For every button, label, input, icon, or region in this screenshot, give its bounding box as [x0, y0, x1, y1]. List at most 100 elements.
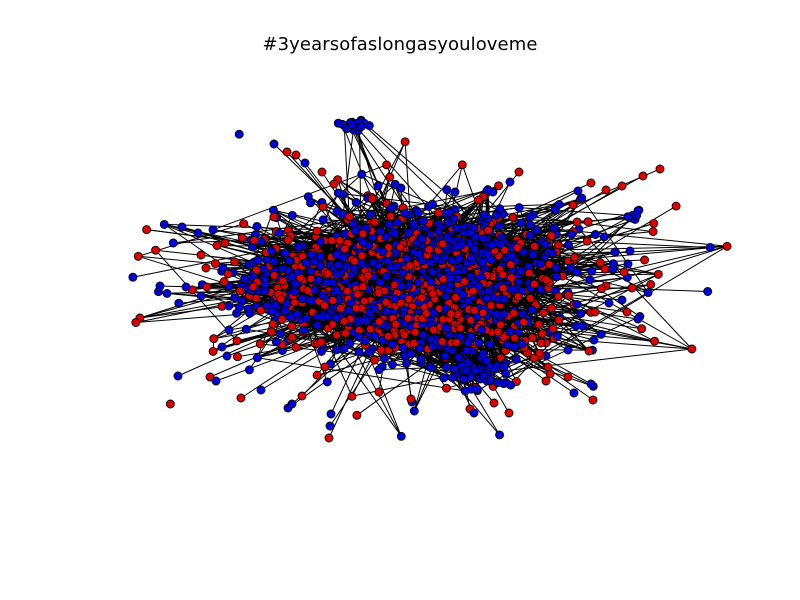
graph-node-blue — [426, 258, 436, 268]
graph-node-blue — [416, 354, 426, 364]
graph-node-red — [385, 172, 395, 182]
graph-node-red — [303, 286, 313, 295]
graph-node-blue — [338, 253, 348, 263]
graph-node-blue — [569, 388, 579, 398]
graph-node-red — [687, 344, 697, 354]
graph-node-red — [142, 225, 152, 235]
graph-node-blue — [155, 281, 165, 291]
graph-edge — [503, 313, 569, 351]
graph-node-blue — [271, 337, 281, 347]
graph-node-blue — [427, 199, 437, 209]
graph-node-blue — [309, 257, 319, 266]
graph-node-blue — [384, 220, 394, 229]
graph-node-red — [404, 294, 414, 304]
graph-node-red — [223, 269, 233, 279]
graph-node-blue — [325, 421, 335, 431]
graph-node-red — [365, 324, 375, 334]
graph-node-blue — [404, 228, 414, 238]
graph-node-blue — [449, 363, 459, 373]
graph-node-blue — [333, 188, 343, 198]
graph-node-red — [312, 370, 322, 380]
graph-node-blue — [300, 158, 310, 168]
graph-node-red — [469, 305, 479, 315]
graph-node-red — [528, 333, 537, 343]
graph-node-blue — [587, 266, 597, 276]
graph-node-blue — [485, 339, 495, 349]
graph-node-blue — [536, 285, 545, 294]
graph-node-blue — [566, 263, 576, 273]
graph-node-blue — [351, 197, 361, 207]
graph-node-blue — [356, 122, 366, 131]
graph-node-blue — [318, 215, 328, 225]
graph-node-red — [291, 342, 301, 352]
graph-node-blue — [478, 234, 488, 243]
graph-node-red — [208, 346, 218, 356]
graph-node-blue — [633, 314, 643, 324]
graph-node-blue — [174, 298, 184, 308]
graph-node-blue — [358, 238, 368, 248]
graph-node-blue — [390, 294, 400, 304]
graph-node-red — [572, 217, 582, 227]
graph-node-blue — [383, 256, 393, 266]
graph-node-blue — [245, 308, 255, 318]
graph-node-red — [504, 408, 514, 418]
graph-node-red — [601, 185, 611, 195]
graph-node-blue — [413, 208, 423, 218]
graph-node-red — [637, 324, 647, 334]
graph-node-red — [320, 301, 329, 310]
graph-node-red — [546, 231, 556, 241]
graph-node-red — [494, 181, 504, 191]
graph-node-red — [283, 235, 293, 245]
graph-node-blue — [313, 275, 323, 285]
graph-node-blue — [396, 431, 406, 441]
graph-node-blue — [230, 293, 240, 303]
graph-node-blue — [409, 406, 419, 416]
graph-node-red — [312, 226, 322, 236]
graph-node-red — [266, 327, 276, 337]
graph-node-blue — [623, 212, 633, 222]
graph-node-blue — [400, 208, 410, 218]
graph-node-blue — [426, 277, 436, 287]
graph-node-red — [596, 284, 606, 294]
graph-node-red — [400, 137, 410, 147]
graph-node-red — [196, 250, 206, 260]
graph-node-blue — [256, 385, 266, 395]
graph-edge — [257, 357, 466, 392]
graph-node-blue — [348, 120, 358, 130]
graph-node-red — [220, 238, 230, 248]
graph-node-blue — [406, 349, 416, 359]
graph-node-red — [358, 282, 368, 292]
graph-node-blue — [396, 183, 406, 193]
graph-node-red — [327, 236, 337, 246]
graph-node-blue — [417, 234, 427, 244]
graph-node-red — [474, 195, 483, 205]
graph-node-blue — [506, 380, 516, 390]
graph-node-red — [638, 171, 648, 181]
graph-node-blue — [418, 330, 428, 340]
graph-node-red — [627, 283, 637, 293]
graph-node-blue — [488, 187, 498, 197]
graph-node-red — [534, 319, 544, 329]
graph-node-red — [341, 328, 350, 338]
graph-node-red — [537, 329, 547, 339]
graph-node-red — [316, 337, 326, 347]
graph-edge — [550, 273, 659, 332]
graph-node-red — [543, 362, 553, 372]
graph-node-red — [370, 355, 380, 365]
graph-node-blue — [465, 228, 474, 238]
graph-node-blue — [333, 260, 343, 270]
graph-node-red — [339, 316, 349, 326]
graph-node-red — [269, 212, 279, 222]
graph-node-blue — [451, 223, 461, 233]
graph-node-blue — [322, 377, 332, 387]
graph-node-blue — [625, 246, 635, 256]
graph-node-red — [499, 332, 509, 342]
graph-edge — [562, 205, 677, 275]
graph-node-red — [268, 319, 278, 329]
graph-node-blue — [446, 274, 456, 284]
graph-node-red — [318, 202, 328, 212]
graph-node-red — [493, 327, 503, 337]
graph-node-blue — [290, 287, 300, 297]
graph-node-blue — [525, 212, 535, 222]
graph-node-blue — [567, 229, 577, 239]
